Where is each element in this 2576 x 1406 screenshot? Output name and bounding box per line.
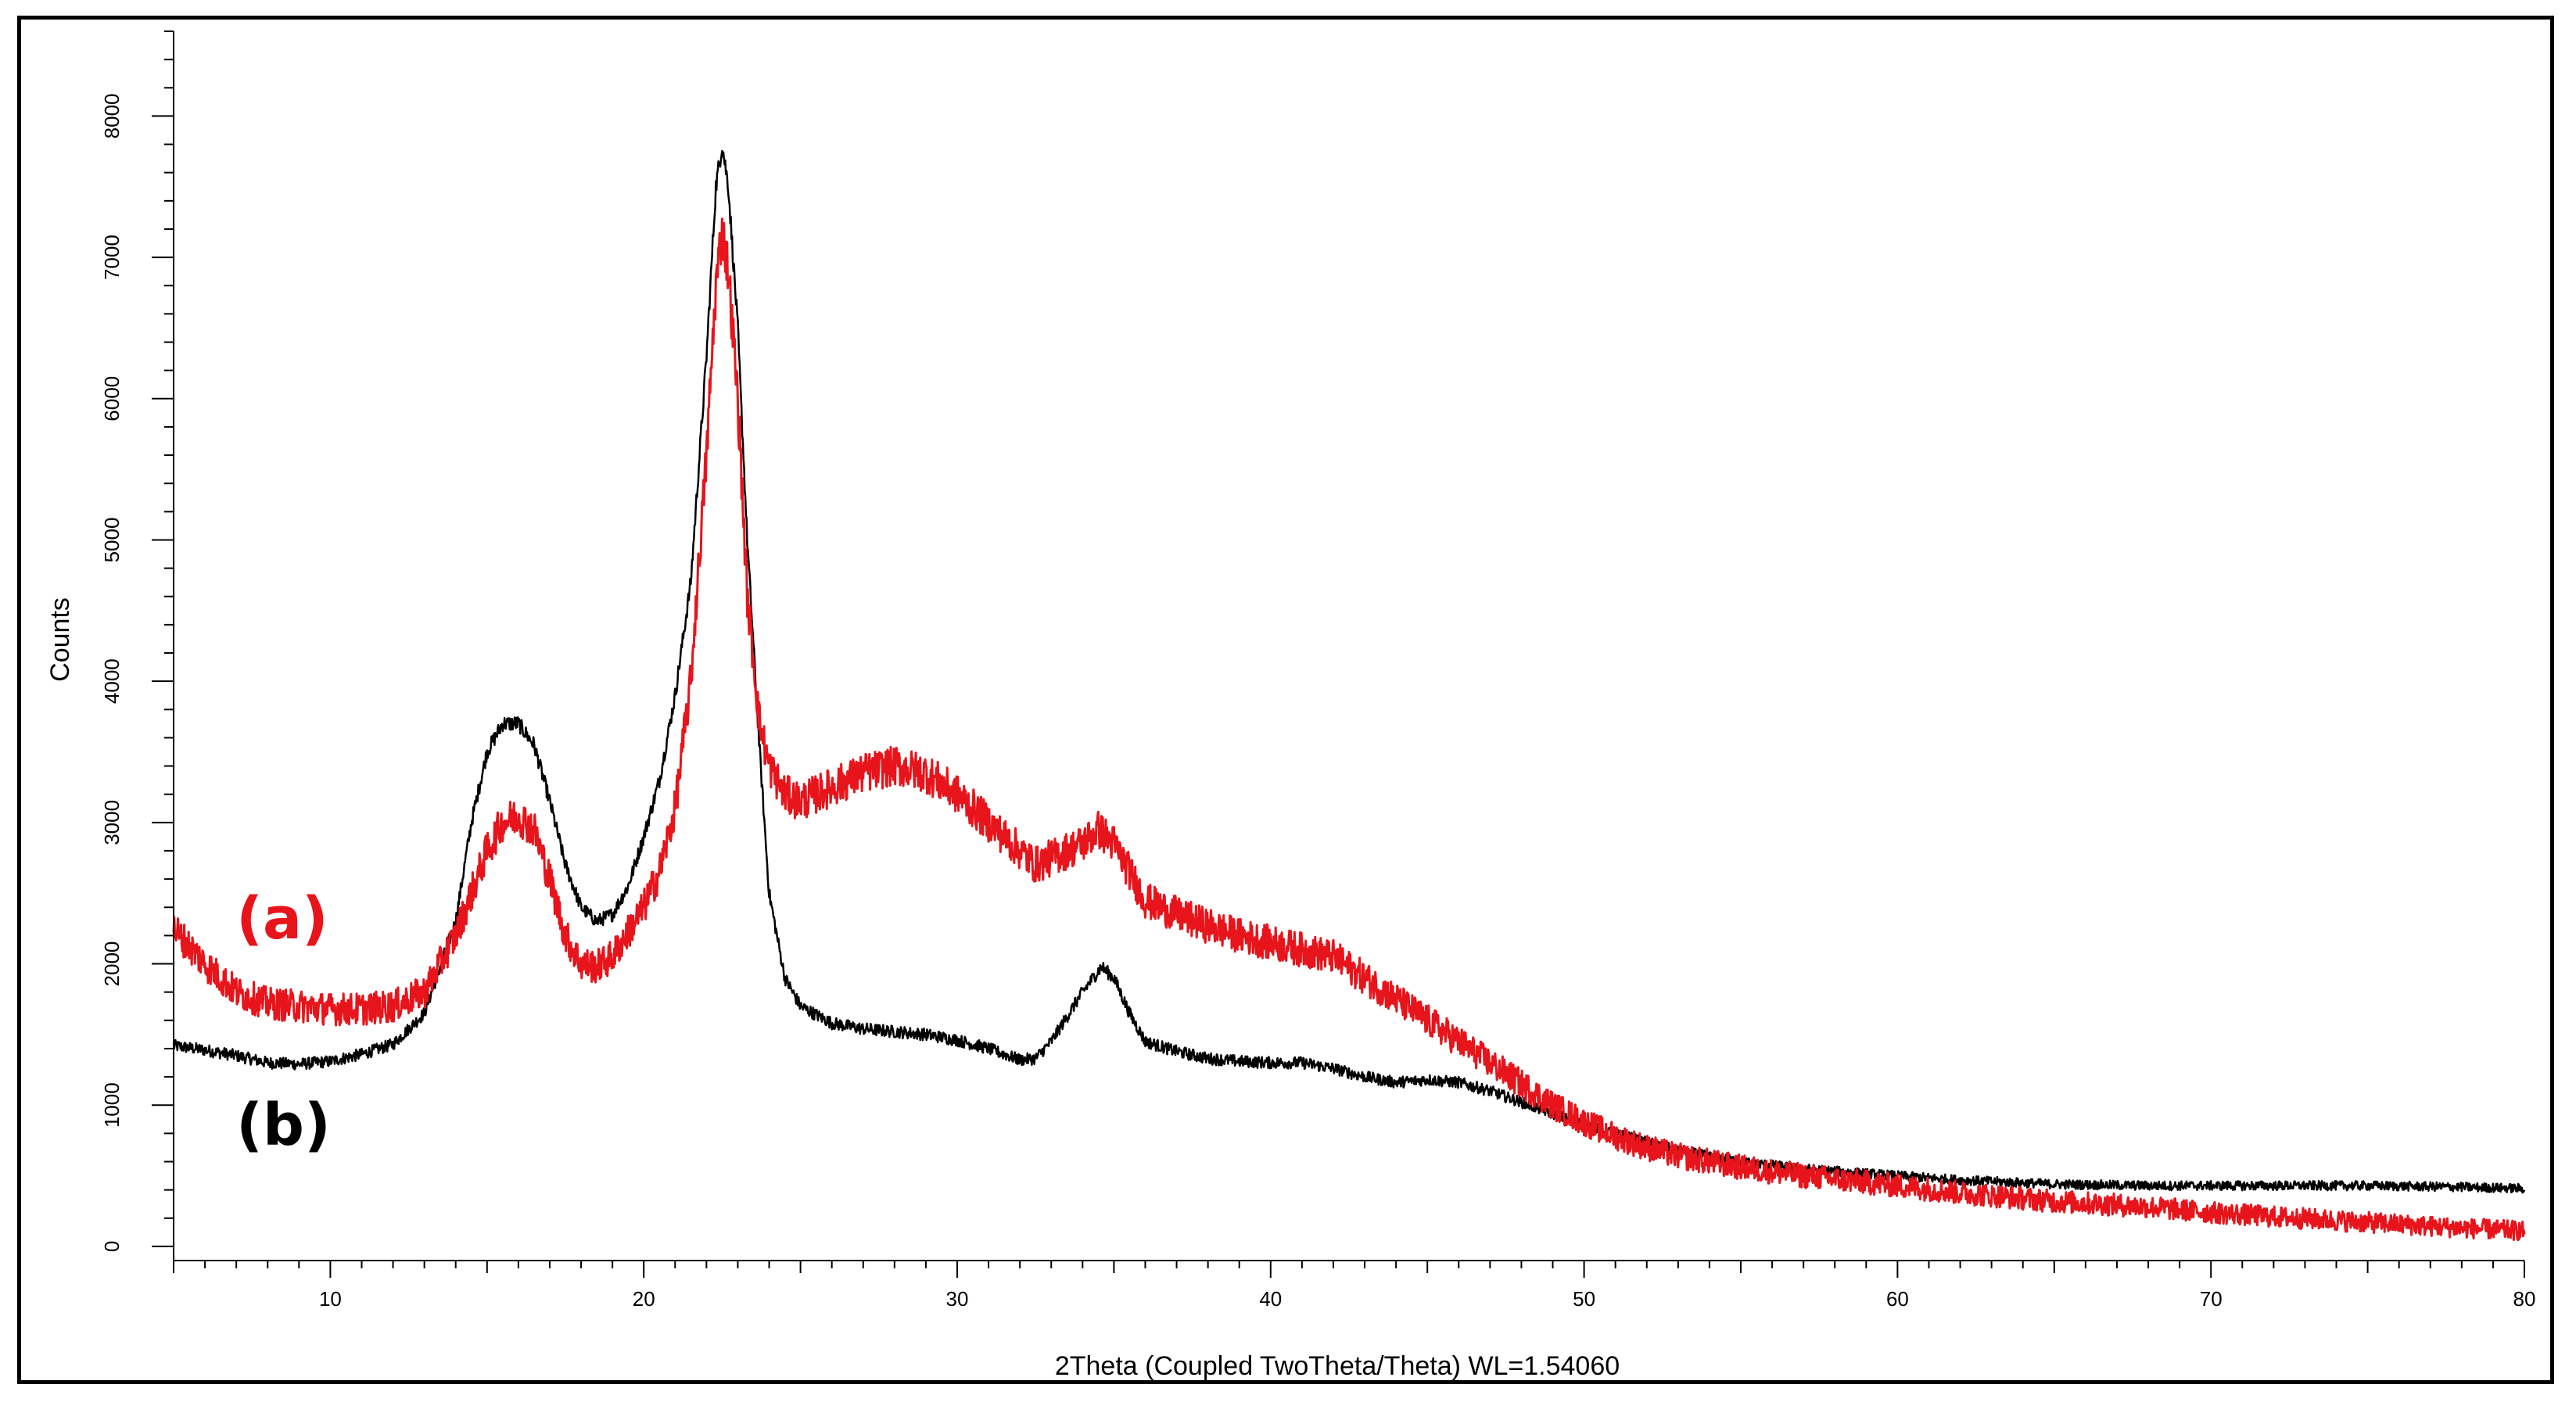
series-line-a <box>172 217 2526 1242</box>
x-axis-title: 2Theta (Coupled TwoTheta/Theta) WL=1.540… <box>1055 1351 1620 1381</box>
y-tick-label: 2000 <box>100 942 124 987</box>
y-tick-labels: 0 1000 2000 3000 4000 5000 6000 7000 8000 <box>100 93 124 1252</box>
y-tick-label: 3000 <box>100 800 124 845</box>
y-tick-label: 6000 <box>100 376 124 421</box>
x-tick-labels: 10 20 30 40 50 60 70 80 <box>319 1287 2536 1311</box>
y-axis-title: Counts <box>45 597 75 682</box>
y-tick-label: 0 <box>100 1241 124 1252</box>
x-tick-label: 40 <box>1259 1287 1282 1311</box>
y-tick-label: 5000 <box>100 518 124 563</box>
y-tick-label: 7000 <box>100 235 124 280</box>
chart-frame <box>17 16 2554 1384</box>
series-line-b <box>172 149 2526 1194</box>
y-tick-label: 4000 <box>100 658 124 704</box>
x-tick-label: 50 <box>1573 1287 1595 1311</box>
series-layer <box>172 149 2526 1242</box>
series-label-a: (a) <box>236 885 328 952</box>
x-tick-label: 10 <box>319 1287 342 1311</box>
y-tick-label: 8000 <box>100 93 124 138</box>
y-tick-label: 1000 <box>100 1082 124 1128</box>
series-label-b: (b) <box>236 1092 331 1159</box>
series-labels: (a) (b) <box>236 885 331 1159</box>
x-tick-label: 30 <box>946 1287 969 1311</box>
x-tick-label: 70 <box>2200 1287 2223 1311</box>
x-tick-label: 20 <box>633 1287 655 1311</box>
x-tick-label: 80 <box>2513 1287 2536 1311</box>
x-tick-label: 60 <box>1886 1287 1909 1311</box>
axis-layer <box>152 30 2525 1278</box>
